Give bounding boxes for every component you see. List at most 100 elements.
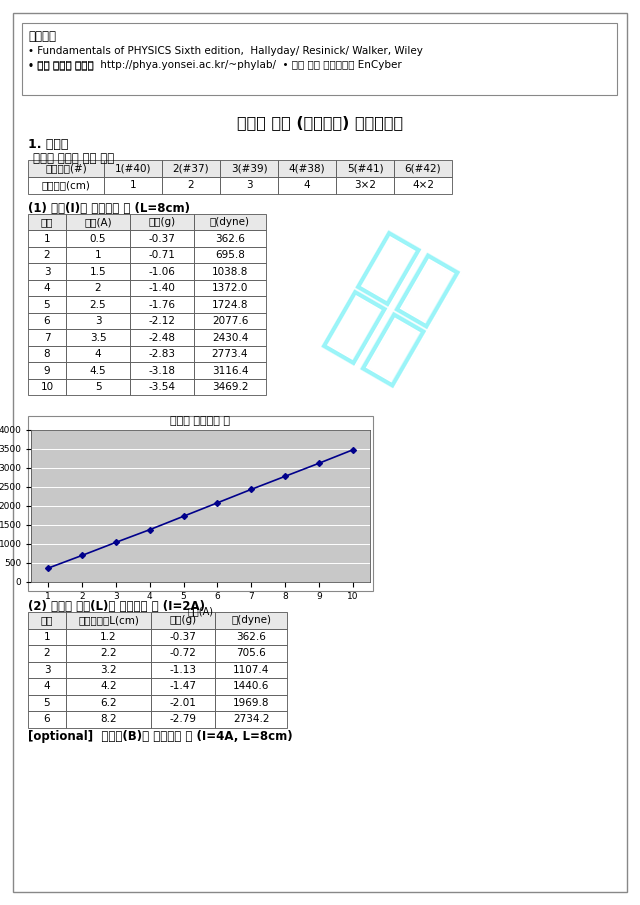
Text: 4: 4: [95, 349, 101, 359]
Bar: [151, 694, 215, 711]
Bar: [151, 662, 215, 678]
Text: -1.40: -1.40: [148, 283, 175, 293]
Bar: [66, 329, 130, 346]
Text: 2430.4: 2430.4: [212, 333, 248, 343]
Text: 5: 5: [95, 382, 101, 392]
Bar: [28, 313, 66, 329]
Text: 0.5: 0.5: [90, 233, 106, 243]
Text: 힘(dyne): 힘(dyne): [231, 615, 271, 625]
Bar: [194, 329, 266, 346]
Bar: [28, 329, 66, 346]
Bar: [28, 297, 66, 313]
Text: (1) 전류(I)를 변화시킬 때 (L=8cm): (1) 전류(I)를 변화시킬 때 (L=8cm): [28, 202, 190, 215]
Text: 2734.2: 2734.2: [233, 714, 269, 724]
Text: • 일반 물리학 실험실: • 일반 물리학 실험실: [28, 60, 100, 70]
Bar: [130, 263, 194, 280]
Bar: [130, 313, 194, 329]
Bar: [66, 662, 151, 678]
Text: 4: 4: [44, 681, 51, 691]
Text: 1: 1: [95, 251, 101, 261]
Bar: [130, 363, 194, 379]
Text: 4(#38): 4(#38): [289, 164, 325, 174]
Bar: [66, 214, 130, 231]
Text: -3.18: -3.18: [148, 366, 175, 376]
Bar: [130, 297, 194, 313]
Bar: [130, 247, 194, 263]
Text: -1.76: -1.76: [148, 300, 175, 310]
Bar: [28, 160, 104, 177]
Bar: [194, 313, 266, 329]
Bar: [66, 612, 151, 628]
Text: 3: 3: [44, 665, 51, 675]
Text: 362.6: 362.6: [236, 632, 266, 642]
Bar: [28, 280, 66, 297]
Bar: [220, 177, 278, 194]
Text: 1724.8: 1724.8: [212, 300, 248, 310]
Bar: [394, 177, 452, 194]
Text: 8: 8: [44, 349, 51, 359]
Text: 2773.4: 2773.4: [212, 349, 248, 359]
Bar: [278, 160, 336, 177]
Text: 6: 6: [44, 316, 51, 326]
Bar: [28, 247, 66, 263]
Text: 2077.6: 2077.6: [212, 316, 248, 326]
Text: 전류(A): 전류(A): [84, 217, 112, 227]
Bar: [130, 379, 194, 395]
Text: 4×2: 4×2: [412, 180, 434, 190]
Text: 2.2: 2.2: [100, 648, 117, 658]
Bar: [66, 694, 151, 711]
X-axis label: 전류(A): 전류(A): [188, 606, 214, 616]
Bar: [104, 160, 162, 177]
Bar: [278, 177, 336, 194]
Text: -1.47: -1.47: [170, 681, 196, 691]
Bar: [194, 297, 266, 313]
Text: 3: 3: [246, 180, 252, 190]
Text: 4: 4: [44, 283, 51, 293]
Text: 번호: 번호: [41, 217, 53, 227]
Text: 질량(g): 질량(g): [170, 615, 196, 625]
Text: 6: 6: [44, 714, 51, 724]
Text: 8.2: 8.2: [100, 714, 117, 724]
Text: -2.12: -2.12: [148, 316, 175, 326]
Text: ＊직선 도선의 길이 측정: ＊직선 도선의 길이 측정: [33, 152, 115, 165]
Text: 3: 3: [95, 316, 101, 326]
Bar: [194, 247, 266, 263]
Text: -1.13: -1.13: [170, 665, 196, 675]
Text: 도선번호(#): 도선번호(#): [45, 164, 87, 174]
Bar: [130, 280, 194, 297]
Bar: [66, 678, 151, 694]
Text: 1440.6: 1440.6: [233, 681, 269, 691]
Text: 도선의길이L(cm): 도선의길이L(cm): [78, 615, 139, 625]
Text: -0.37: -0.37: [170, 632, 196, 642]
Bar: [215, 612, 287, 628]
Bar: [66, 628, 151, 645]
Bar: [215, 645, 287, 662]
Bar: [28, 263, 66, 280]
Bar: [215, 711, 287, 728]
Text: -2.79: -2.79: [170, 714, 196, 724]
Bar: [66, 313, 130, 329]
Text: 6(#42): 6(#42): [404, 164, 442, 174]
Bar: [215, 628, 287, 645]
Bar: [162, 160, 220, 177]
Bar: [394, 160, 452, 177]
Text: -2.48: -2.48: [148, 333, 175, 343]
Text: -0.71: -0.71: [148, 251, 175, 261]
Bar: [151, 612, 215, 628]
Text: 3×2: 3×2: [354, 180, 376, 190]
Text: -0.72: -0.72: [170, 648, 196, 658]
Bar: [66, 711, 151, 728]
Text: 1. 측정값: 1. 측정값: [28, 138, 68, 151]
Bar: [28, 346, 66, 363]
Text: 1969.8: 1969.8: [233, 698, 269, 708]
Bar: [151, 645, 215, 662]
Bar: [151, 678, 215, 694]
Bar: [194, 263, 266, 280]
Text: 9: 9: [44, 366, 51, 376]
Text: 1.2: 1.2: [100, 632, 117, 642]
Text: (2) 도선의 길이(L)을 변화시킬 때 (I=2A): (2) 도선의 길이(L)을 변화시킬 때 (I=2A): [28, 600, 205, 613]
Bar: [28, 645, 66, 662]
Bar: [130, 231, 194, 247]
Text: 1: 1: [130, 180, 136, 190]
Text: -0.37: -0.37: [148, 233, 175, 243]
